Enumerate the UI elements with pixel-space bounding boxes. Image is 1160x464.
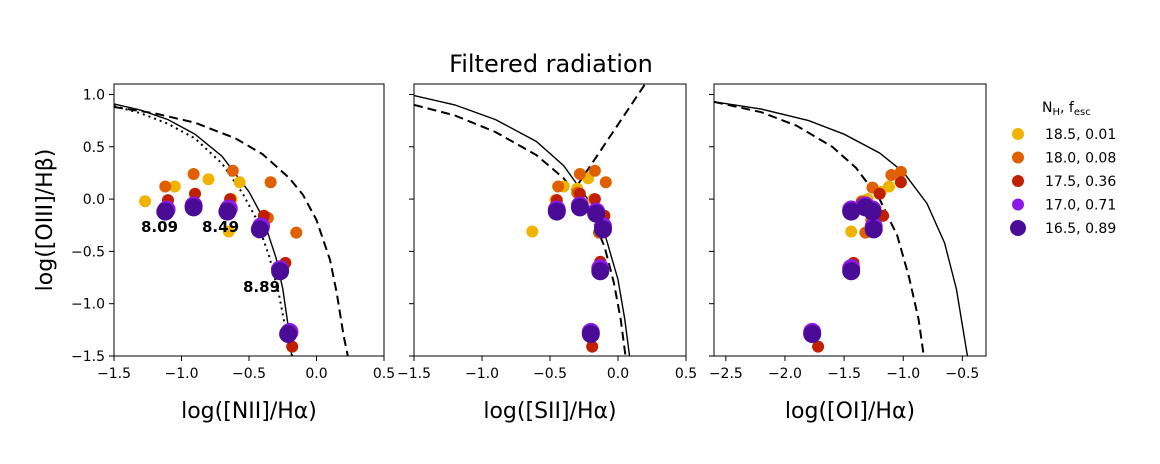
point-p0-s4-4 (271, 262, 290, 281)
point-p1-s1-1 (573, 168, 586, 180)
curve-oi-demarcation (714, 100, 925, 356)
point-p0-s1-3 (264, 176, 277, 189)
point-p0-s0-4 (233, 176, 246, 189)
legend-label-4: 16.5, 0.89 (1045, 221, 1116, 237)
point-p1-s4-0 (547, 202, 566, 221)
legend-marker-3 (1012, 198, 1024, 211)
xtick-label-p0-4: 0.5 (373, 366, 395, 382)
ytick-label-p0-5: 1.0 (83, 87, 105, 103)
curve-seyfert-liner (576, 84, 647, 187)
legend-title: NH, fesc (1042, 100, 1091, 118)
point-p1-s1-2 (588, 164, 601, 177)
xtick-label-p0-1: −1.0 (165, 366, 199, 382)
legend-label-2: 17.5, 0.36 (1045, 174, 1116, 190)
xtick-label-p1-2: −0.5 (533, 366, 567, 382)
point-p2-s4-5 (864, 220, 883, 239)
legend-marker-2 (1012, 175, 1024, 187)
xtick-label-p2-1: −2.0 (768, 366, 802, 382)
point-p2-s1-3 (894, 165, 907, 178)
ytick-label-p0-0: −1.5 (71, 349, 105, 365)
point-p1-s4-2 (587, 204, 606, 223)
curve-kewley-2001 (114, 106, 349, 356)
legend-label-1: 18.0, 0.08 (1045, 151, 1116, 167)
panel-sii: −1.5 −1.0 −0.5 0.0 0.5 log([SII]/Hα) (397, 83, 697, 424)
point-p2-s4-2 (842, 202, 861, 221)
point-p0-s1-4 (290, 226, 303, 239)
xtick-label-p0-3: 0.0 (305, 366, 327, 382)
point-p1-s4-5 (581, 325, 600, 343)
legend-marker-4 (1010, 220, 1026, 236)
xtick-label-p0-0: −1.5 (97, 366, 131, 382)
point-p1-s4-4 (591, 262, 610, 281)
xlabel-sii: log([SII]/Hα) (483, 399, 616, 424)
xtick-label-p1-1: −1.0 (465, 366, 499, 382)
annotation-8-89: 8.89 (243, 278, 280, 296)
xtick-label-p0-2: −0.5 (232, 366, 266, 382)
ytick-label-p0-1: −1.0 (71, 297, 105, 313)
point-p1-s4-3 (594, 220, 612, 239)
xtick-label-p2-0: −2.5 (709, 366, 743, 382)
point-p0-s4-1 (184, 198, 203, 217)
point-p1-s1-0 (552, 180, 565, 193)
point-p0-s4-0 (156, 202, 175, 221)
point-p1-s0-0 (526, 225, 539, 238)
legend: NH, fesc 18.5, 0.01 18.0, 0.08 17.5, 0.36 1… (1010, 100, 1116, 237)
point-p1-s2-1 (573, 187, 586, 200)
point-p2-s2-5 (894, 176, 907, 189)
point-p0-s0-0 (139, 195, 152, 208)
point-p2-s2-3 (873, 187, 886, 200)
xlabel-nii: log([NII]/Hα) (181, 399, 317, 424)
annotation-8-09: 8.09 (141, 218, 178, 236)
point-p2-s0-3 (883, 180, 895, 193)
point-p1-s4-1 (570, 198, 589, 217)
point-p2-s4-1 (842, 262, 861, 281)
curve-kewley-2001-oi (714, 101, 969, 356)
legend-label-3: 17.0, 0.71 (1045, 198, 1116, 214)
point-p2-s2-0 (812, 340, 825, 353)
point-p0-s1-0 (159, 180, 172, 193)
panel-oi-frame (713, 83, 987, 357)
annotation-8-49: 8.49 (202, 218, 239, 236)
xtick-label-p2-4: −0.5 (945, 366, 979, 382)
point-p2-s4-0 (803, 325, 822, 343)
curve-kauffmann-2003 (114, 103, 293, 356)
ytick-label-p0-3: 0.0 (83, 192, 105, 208)
point-p0-s1-2 (226, 164, 239, 177)
panel-nii: −1.5 −1.0 −0.5 0.0 0.5−1.5−1.0−0.50.00.51.0 … (33, 83, 395, 424)
xtick-label-p2-3: −1.0 (886, 366, 920, 382)
legend-marker-1 (1012, 151, 1024, 164)
xtick-label-p1-0: −1.5 (397, 366, 431, 382)
point-p0-s4-3 (250, 220, 269, 239)
point-p0-s1-1 (187, 168, 200, 180)
xlabel-oi: log([OI]/Hα) (785, 399, 915, 424)
point-p0-s0-5 (222, 225, 235, 238)
point-p2-s1-2 (885, 169, 898, 181)
point-p0-s0-1 (168, 180, 181, 193)
point-p0-s2-5 (286, 340, 299, 353)
xtick-label-p1-4: 0.5 (675, 366, 697, 382)
point-p2-s0-0 (845, 225, 858, 238)
xtick-label-p1-3: 0.0 (607, 366, 629, 382)
curve-sii-demarcation (414, 103, 627, 356)
point-p1-s2-5 (586, 340, 599, 353)
ylabel: log([OIII]/Hβ) (33, 149, 58, 292)
point-p1-s1-3 (599, 176, 612, 189)
point-p0-s0-2 (202, 173, 215, 186)
panel-sii-frame (413, 83, 687, 357)
point-p1-s2-2 (588, 193, 601, 206)
panel-oi: −2.5 −2.0 −1.5 −1.0 −0.5 log([OI]/Hα) (709, 83, 987, 424)
point-p2-s4-4 (863, 202, 882, 221)
legend-marker-0 (1012, 128, 1024, 140)
legend-label-0: 18.5, 0.01 (1045, 127, 1116, 143)
chart-title: Filtered radiation (449, 50, 653, 78)
xtick-label-p2-2: −1.5 (827, 366, 861, 382)
ytick-label-p0-2: −0.5 (71, 244, 105, 260)
point-p0-s4-5 (279, 325, 298, 343)
ytick-label-p0-4: 0.5 (83, 140, 105, 156)
point-p0-s4-2 (218, 202, 237, 221)
